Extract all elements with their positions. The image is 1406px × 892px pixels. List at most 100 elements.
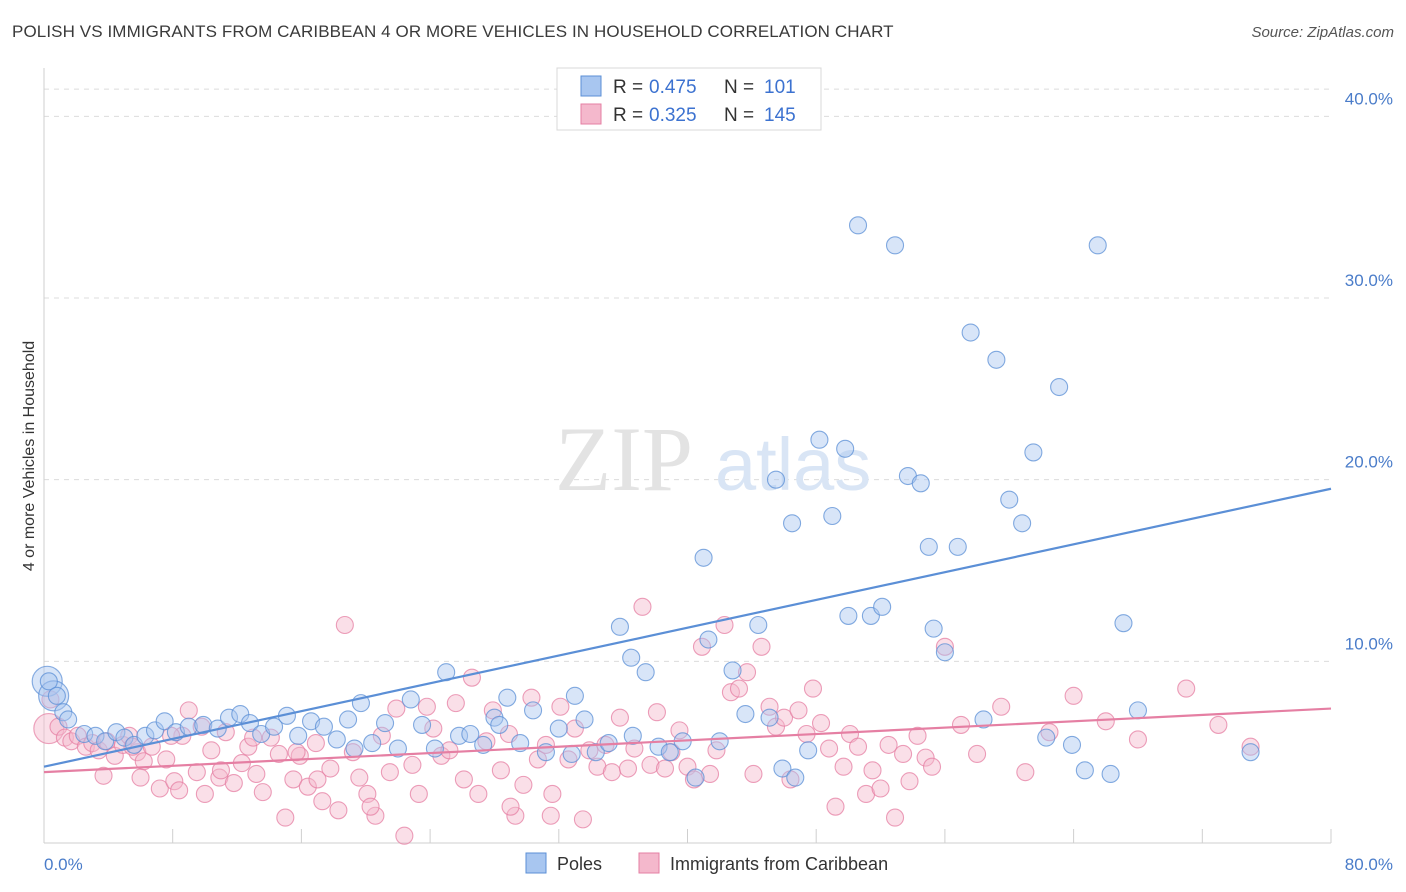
point-poles-61 (760, 708, 779, 727)
point-poles-12 (155, 712, 174, 731)
point-caribbean-134 (308, 770, 327, 789)
point-poles-11 (145, 721, 165, 740)
point-poles-37 (461, 724, 480, 744)
point-caribbean-114 (885, 808, 905, 827)
point-poles-100 (345, 739, 364, 758)
point-caribbean-44 (366, 806, 385, 825)
point-caribbean-54 (440, 741, 459, 760)
y-tick-label-0: 10.0% (1345, 634, 1393, 653)
point-poles-47 (586, 743, 605, 762)
point-caribbean-144 (361, 797, 380, 816)
legend-box: R = 0.475 N = 101 R = 0.325 N = 145 (556, 67, 822, 131)
point-poles-57 (710, 732, 729, 751)
point-poles-23 (289, 726, 308, 745)
point-caribbean-61 (491, 761, 510, 780)
point-caribbean-142 (211, 761, 231, 780)
grid-lines (44, 88, 1332, 843)
x-tick-label-1: 80.0% (1345, 855, 1393, 874)
point-caribbean-27 (239, 737, 258, 756)
point-caribbean-128 (1128, 730, 1147, 749)
point-poles-51 (636, 663, 655, 682)
point-caribbean-131 (1241, 737, 1260, 756)
point-caribbean-71 (565, 719, 584, 738)
watermark-zip: ZIP (555, 408, 693, 510)
point-caribbean-95 (744, 764, 763, 784)
point-caribbean-88 (692, 637, 712, 656)
point-caribbean-32 (276, 808, 295, 827)
bottom-legend-swatch-poles (525, 852, 547, 874)
point-caribbean-115 (894, 744, 913, 764)
legend-r-label-poles: R = (613, 77, 643, 98)
point-caribbean-30 (261, 728, 280, 747)
point-poles-73 (911, 474, 930, 493)
point-caribbean-47 (387, 699, 406, 718)
point-caribbean-57 (462, 668, 481, 687)
point-caribbean-17 (165, 772, 184, 791)
point-caribbean-19 (179, 701, 198, 720)
point-poles-97 (622, 648, 641, 667)
point-caribbean-124 (1016, 763, 1035, 782)
point-poles-18 (231, 704, 250, 724)
legend-n-label-poles: N = (724, 77, 754, 98)
point-poles-45 (562, 744, 581, 764)
point-caribbean-25 (224, 773, 243, 793)
y-tick-label-1: 20.0% (1345, 453, 1393, 472)
point-caribbean-70 (559, 750, 578, 769)
point-caribbean-93 (729, 679, 749, 698)
chart-source: Source: ZipAtlas.com (1251, 24, 1394, 41)
point-caribbean-120 (935, 637, 954, 656)
point-caribbean-113 (879, 735, 898, 754)
point-poles-99 (490, 715, 509, 734)
point-poles-3 (59, 710, 78, 729)
point-caribbean-67 (536, 735, 555, 754)
point-caribbean-127 (1096, 712, 1115, 731)
point-caribbean-58 (469, 784, 488, 804)
point-caribbean-143 (287, 743, 306, 762)
point-caribbean-42 (350, 768, 369, 787)
point-caribbean-36 (306, 734, 325, 753)
point-caribbean-29 (253, 783, 272, 802)
big-point-poles-0 (31, 665, 63, 697)
bottom-legend-label-poles: Poles (557, 854, 602, 874)
point-caribbean-105 (820, 739, 839, 758)
point-caribbean-109 (848, 737, 868, 756)
data-points (31, 216, 1260, 845)
point-caribbean-78 (618, 759, 638, 778)
trend-line-caribbean (43, 707, 1332, 774)
point-poles-89 (1114, 614, 1133, 633)
point-caribbean-83 (655, 759, 675, 778)
trend-lines (43, 487, 1332, 774)
point-caribbean-55 (446, 694, 465, 713)
point-poles-96 (919, 537, 938, 556)
point-caribbean-89 (700, 764, 720, 784)
point-poles-77 (961, 323, 980, 342)
point-poles-92 (694, 548, 713, 567)
point-poles-67 (836, 439, 855, 458)
point-poles-82 (1024, 443, 1043, 462)
y-tick-label-3: 40.0% (1345, 89, 1393, 108)
y-axis-label: 4 or more Vehicles in Household (21, 341, 38, 571)
point-poles-44 (549, 719, 568, 738)
point-poles-81 (1013, 514, 1032, 533)
point-caribbean-106 (826, 797, 845, 816)
legend-r-label-caribbean: R = (613, 105, 643, 126)
point-caribbean-111 (863, 761, 882, 780)
point-caribbean-51 (417, 697, 436, 716)
point-poles-1 (47, 686, 66, 705)
point-poles-60 (749, 615, 768, 635)
point-caribbean-96 (752, 637, 771, 656)
point-poles-50 (623, 726, 642, 745)
point-poles-66 (823, 506, 842, 526)
point-poles-25 (314, 717, 333, 736)
point-caribbean-133 (541, 806, 560, 825)
point-caribbean-20 (187, 763, 206, 782)
point-caribbean-16 (157, 750, 176, 769)
point-caribbean-117 (908, 726, 927, 745)
point-poles-88 (1101, 764, 1120, 784)
point-poles-58 (723, 661, 742, 680)
point-caribbean-119 (922, 757, 942, 776)
point-caribbean-138 (131, 768, 150, 787)
point-poles-87 (1088, 236, 1107, 255)
point-poles-27 (339, 710, 358, 729)
point-poles-71 (885, 236, 905, 255)
